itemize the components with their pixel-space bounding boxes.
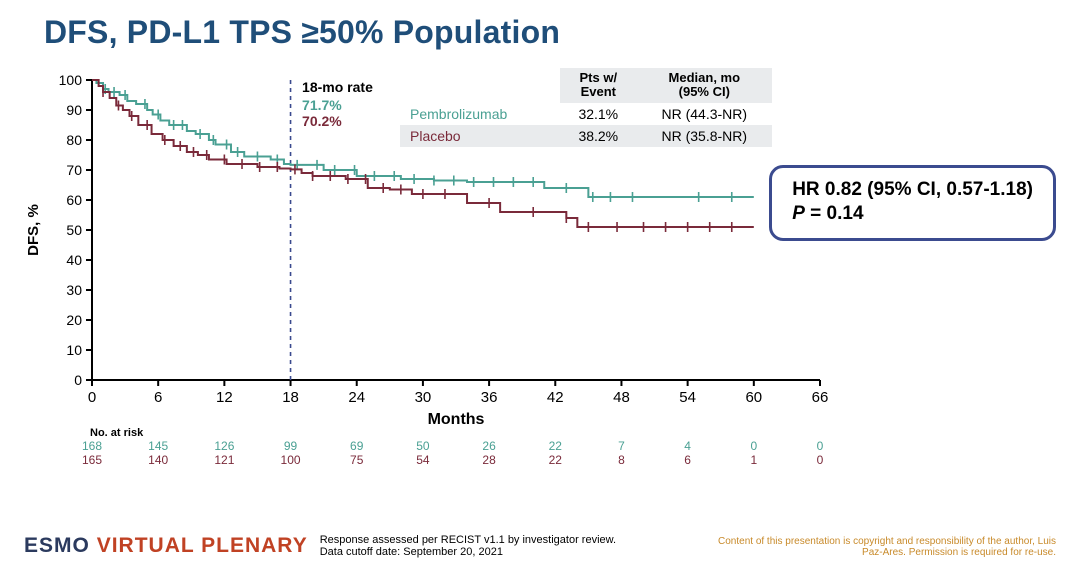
svg-text:100: 100 <box>59 72 83 88</box>
svg-text:99: 99 <box>284 439 298 453</box>
svg-text:30: 30 <box>415 389 432 406</box>
svg-text:0: 0 <box>88 389 96 406</box>
svg-text:165: 165 <box>82 453 102 467</box>
svg-text:40: 40 <box>66 252 82 268</box>
svg-text:90: 90 <box>66 102 82 118</box>
svg-text:168: 168 <box>82 439 102 453</box>
svg-text:18: 18 <box>282 389 299 406</box>
svg-text:121: 121 <box>214 453 234 467</box>
copyright-note: Content of this presentation is copyrigh… <box>716 536 1056 558</box>
km-chart: 0102030405060708090100061218243036424854… <box>20 70 840 490</box>
svg-text:60: 60 <box>745 389 762 406</box>
svg-text:0: 0 <box>74 372 82 388</box>
svg-text:30: 30 <box>66 282 82 298</box>
svg-text:6: 6 <box>684 453 691 467</box>
svg-text:4: 4 <box>684 439 691 453</box>
svg-text:70: 70 <box>66 162 82 178</box>
svg-text:0: 0 <box>817 453 824 467</box>
slide: DFS, PD-L1 TPS ≥50% Population Pts w/Eve… <box>0 0 1080 568</box>
svg-text:26: 26 <box>482 439 496 453</box>
svg-text:12: 12 <box>216 389 233 406</box>
svg-text:50: 50 <box>66 222 82 238</box>
svg-text:100: 100 <box>281 453 301 467</box>
svg-text:20: 20 <box>66 312 82 328</box>
svg-text:24: 24 <box>348 389 365 406</box>
svg-text:DFS, %: DFS, % <box>25 204 42 256</box>
svg-text:28: 28 <box>482 453 496 467</box>
svg-text:No. at risk: No. at risk <box>90 427 144 439</box>
svg-text:54: 54 <box>416 453 430 467</box>
svg-text:140: 140 <box>148 453 168 467</box>
svg-text:0: 0 <box>750 439 757 453</box>
svg-text:48: 48 <box>613 389 630 406</box>
svg-text:60: 60 <box>66 192 82 208</box>
svg-text:42: 42 <box>547 389 564 406</box>
svg-text:7: 7 <box>618 439 625 453</box>
svg-text:0: 0 <box>817 439 824 453</box>
footer: ESMO VIRTUAL PLENARY Response assessed p… <box>24 534 1056 558</box>
svg-text:70.2%: 70.2% <box>302 113 342 129</box>
svg-text:8: 8 <box>618 453 625 467</box>
svg-text:66: 66 <box>812 389 829 406</box>
svg-text:69: 69 <box>350 439 364 453</box>
svg-text:1: 1 <box>750 453 757 467</box>
svg-text:6: 6 <box>154 389 162 406</box>
svg-text:145: 145 <box>148 439 168 453</box>
page-title: DFS, PD-L1 TPS ≥50% Population <box>44 14 560 51</box>
svg-text:126: 126 <box>214 439 234 453</box>
svg-text:80: 80 <box>66 132 82 148</box>
svg-text:36: 36 <box>481 389 498 406</box>
footnote-center: Response assessed per RECIST v1.1 by inv… <box>320 534 716 558</box>
svg-text:50: 50 <box>416 439 430 453</box>
svg-text:22: 22 <box>549 453 563 467</box>
svg-text:75: 75 <box>350 453 364 467</box>
svg-text:22: 22 <box>549 439 563 453</box>
svg-text:Months: Months <box>428 411 485 428</box>
esmo-logo: ESMO VIRTUAL PLENARY <box>24 534 308 558</box>
svg-text:10: 10 <box>66 342 82 358</box>
svg-text:71.7%: 71.7% <box>302 97 342 113</box>
svg-text:54: 54 <box>679 389 696 406</box>
svg-text:18-mo rate: 18-mo rate <box>302 79 373 95</box>
